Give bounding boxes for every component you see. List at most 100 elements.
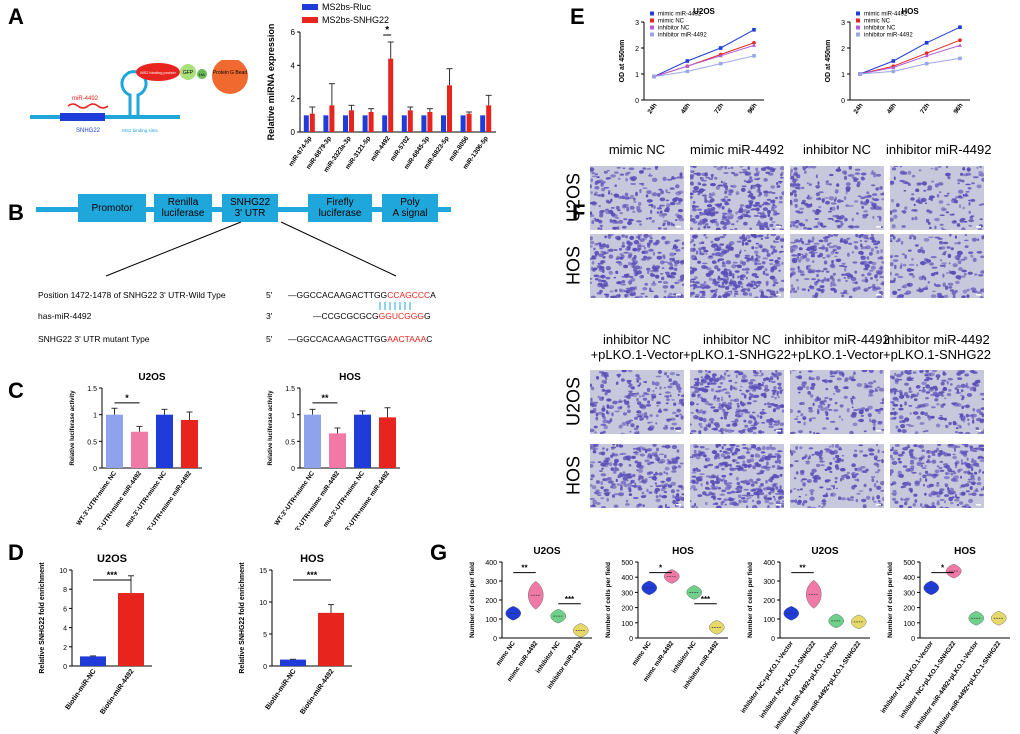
stained-cell — [846, 408, 850, 413]
stained-cell — [655, 375, 662, 378]
stained-cell — [693, 172, 699, 175]
stained-cell — [933, 283, 936, 286]
series-line — [859, 26, 961, 75]
stained-cell — [610, 485, 613, 489]
y-axis-label: OD at 450nm — [825, 40, 832, 83]
stained-cell — [735, 476, 739, 481]
y-tick-label: 15 — [259, 568, 267, 575]
stained-cell — [733, 502, 740, 507]
stained-cell — [724, 185, 728, 189]
y-tick-label: 0 — [93, 466, 97, 473]
stained-cell — [658, 370, 662, 374]
stained-cell — [948, 444, 954, 447]
stained-cell — [847, 276, 851, 279]
stained-cell — [939, 469, 945, 472]
stained-cell — [605, 208, 609, 211]
stained-cell — [655, 265, 661, 269]
stained-cell — [724, 166, 727, 170]
stained-cell — [617, 476, 620, 479]
stained-cell — [892, 403, 899, 407]
stained-cell — [817, 404, 823, 409]
stained-cell — [599, 224, 604, 227]
stained-cell — [636, 392, 640, 395]
stained-cell — [651, 192, 658, 197]
stained-cell — [763, 178, 768, 182]
stained-cell — [601, 243, 607, 248]
stained-cell — [980, 407, 984, 410]
stained-cell — [680, 394, 684, 398]
stained-cell — [942, 241, 949, 245]
stained-cell — [960, 389, 964, 393]
stained-cell — [668, 378, 673, 382]
stained-cell — [704, 199, 708, 203]
stained-cell — [936, 377, 939, 380]
stained-cell — [690, 284, 693, 287]
stained-cell — [809, 284, 812, 290]
stained-cell — [901, 394, 905, 398]
stained-cell — [897, 453, 904, 457]
stained-cell — [670, 285, 675, 289]
stained-cell — [642, 187, 648, 190]
stained-cell — [747, 420, 753, 424]
stained-cell — [790, 267, 796, 271]
stained-cell — [971, 414, 974, 417]
stained-cell — [672, 499, 677, 505]
stained-cell — [925, 397, 929, 400]
stained-cell — [652, 264, 656, 269]
stained-cell — [946, 380, 949, 385]
condition-header: mimic miR-4492 — [690, 142, 784, 157]
stained-cell — [670, 489, 675, 494]
scale-bar — [676, 226, 681, 228]
stained-cell — [697, 260, 701, 264]
stained-cell — [693, 444, 698, 449]
stained-cell — [959, 486, 962, 489]
stained-cell — [719, 450, 722, 453]
legend-marker — [650, 32, 654, 37]
stained-cell — [899, 404, 903, 408]
stained-cell — [892, 290, 898, 295]
stained-cell — [956, 254, 962, 258]
stained-cell — [698, 191, 702, 194]
stained-cell — [971, 237, 977, 242]
stained-cell — [894, 255, 899, 258]
stained-cell — [829, 375, 836, 378]
stained-cell — [696, 403, 699, 406]
legend-marker — [856, 25, 860, 30]
stained-cell — [592, 446, 595, 451]
stained-cell — [830, 282, 833, 288]
stained-cell — [851, 474, 857, 478]
stained-cell — [693, 276, 698, 279]
stained-cell — [776, 182, 779, 185]
stained-cell — [966, 393, 973, 397]
stained-cell — [775, 370, 778, 374]
stained-cell — [610, 454, 614, 458]
stained-cell — [638, 475, 644, 480]
stained-cell — [613, 249, 618, 251]
stained-cell — [946, 246, 951, 249]
stained-cell — [723, 444, 727, 447]
stained-cell — [819, 455, 822, 459]
stained-cell — [935, 483, 940, 487]
stained-cell — [922, 386, 926, 389]
stained-cell — [747, 166, 750, 171]
stained-cell — [943, 264, 946, 268]
stained-cell — [804, 243, 811, 246]
stained-cell — [838, 371, 845, 376]
stained-cell — [691, 234, 698, 239]
stained-cell — [690, 500, 692, 503]
x-tick-label: 96h — [952, 102, 964, 115]
stained-cell — [956, 223, 961, 227]
protein-g-bead — [212, 60, 248, 94]
stained-cell — [608, 189, 611, 193]
stained-cell — [805, 219, 809, 222]
stained-cell — [602, 419, 609, 424]
stained-cell — [725, 370, 729, 372]
stained-cell — [714, 480, 720, 484]
construct-box-label: Renilla — [168, 197, 199, 208]
stained-cell — [644, 295, 648, 298]
stained-cell — [969, 445, 974, 449]
stained-cell — [851, 251, 855, 254]
stained-cell — [757, 284, 761, 287]
stained-cell — [771, 372, 774, 376]
stained-cell — [893, 391, 897, 395]
